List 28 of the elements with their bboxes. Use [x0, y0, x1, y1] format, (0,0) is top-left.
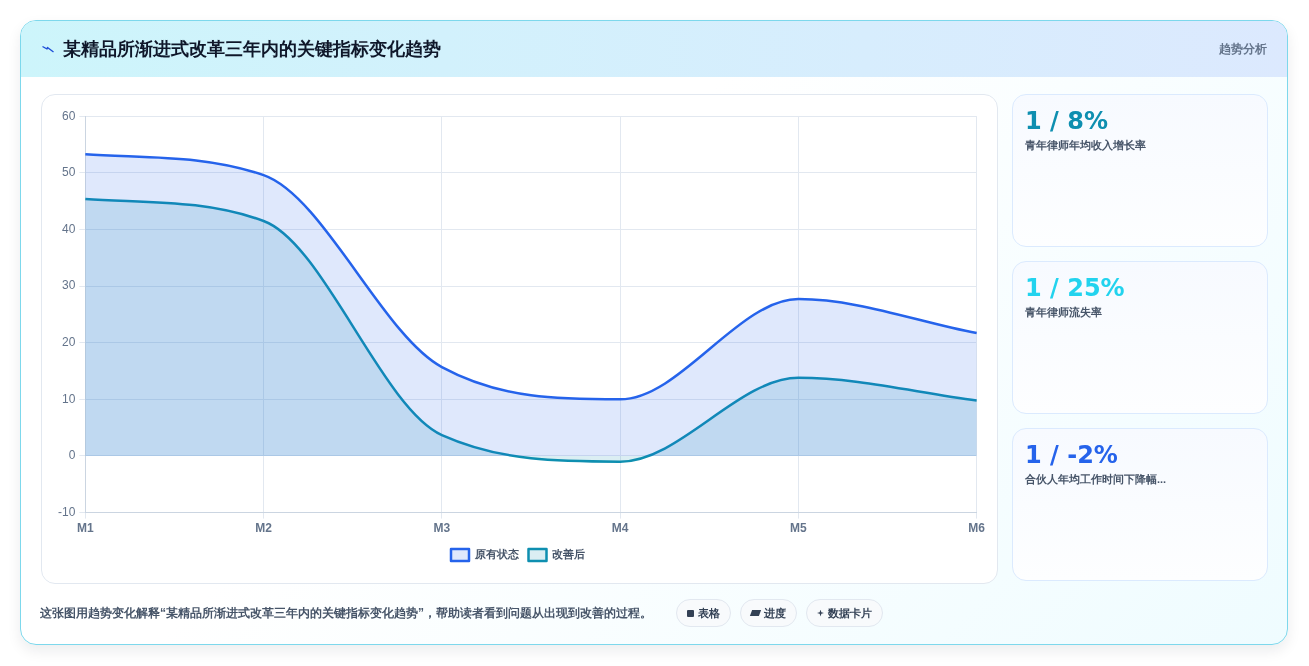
- text: 1 / 25%: [1025, 274, 1126, 302]
- text: 1 / -2%: [1025, 441, 1119, 469]
- chart-title: 某精品所渐进式改革三年内的关键指标变化趋势: [63, 38, 441, 61]
- x-tick-label: M6: [968, 521, 986, 536]
- legend-label: 改善后: [552, 548, 585, 561]
- text: 这张图用趋势变化解释“某精品所渐进式改革三年内的关键指标变化趋势”，帮助读者看到问题从出现到改善的过程。: [40, 604, 652, 622]
- y-tick-label: 60: [61, 108, 76, 123]
- text: 青年律师流失率: [1025, 305, 1103, 320]
- text: 1 / 8%: [1025, 107, 1109, 135]
- text: 进度: [764, 605, 786, 621]
- x-tick-label: M3: [433, 521, 451, 536]
- y-tick-label: 50: [61, 165, 76, 180]
- y-tick-label: -10: [58, 504, 76, 519]
- y-tick-label: 40: [61, 221, 76, 236]
- x-tick-label: M4: [611, 521, 629, 536]
- legend-label: 原有状态: [473, 548, 520, 561]
- x-tick-label: M1: [77, 521, 94, 536]
- y-tick-label: 20: [61, 335, 76, 350]
- x-tick-label: M2: [255, 521, 273, 536]
- y-tick-label: 0: [68, 448, 76, 463]
- text: 数据卡片: [828, 605, 872, 621]
- y-tick-label: 10: [61, 391, 76, 406]
- y-tick-label: 30: [61, 278, 76, 293]
- text: 青年律师年均收入增长率: [1025, 138, 1147, 153]
- text: 合伙人年均工作时间下降幅...: [1025, 472, 1168, 487]
- text: 表格: [698, 605, 720, 621]
- x-tick-label: M5: [790, 521, 808, 536]
- text: 趋势分析: [1219, 41, 1267, 57]
